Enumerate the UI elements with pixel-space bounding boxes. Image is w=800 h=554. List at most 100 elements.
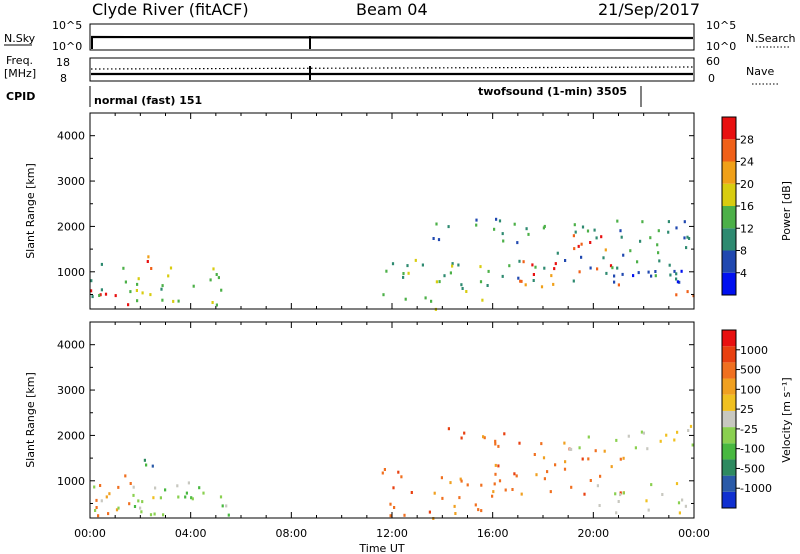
power-cell	[657, 229, 660, 233]
velocity-cell	[460, 479, 463, 483]
velocity-cell	[393, 506, 396, 509]
power-cell	[573, 223, 576, 227]
velocity-colorbar-swatch	[722, 362, 736, 379]
velocity-cell	[159, 496, 162, 500]
velocity-cell	[154, 486, 157, 490]
nsky-panel	[89, 23, 695, 51]
power-cell	[501, 274, 504, 278]
power-cell	[654, 274, 657, 278]
freq-unit-label: [MHz]	[4, 67, 36, 80]
power-cell	[572, 279, 575, 283]
velocity-cell	[570, 447, 573, 451]
power-cell	[688, 237, 691, 240]
velocity-cell	[659, 439, 662, 443]
velocity-cell	[190, 496, 193, 500]
velocity-cell	[494, 463, 497, 467]
power-cell	[675, 293, 678, 297]
power-cell	[479, 280, 483, 284]
power-cell	[678, 280, 681, 284]
time-tick-label: 00:00	[74, 527, 106, 540]
power-cell	[513, 222, 516, 226]
velocity-cell	[520, 492, 523, 496]
power-cell	[683, 220, 686, 224]
power-cell	[486, 284, 489, 287]
velocity-cell	[132, 485, 135, 489]
velocity-colorbar-tick: 25	[740, 403, 754, 416]
power-cell	[407, 271, 410, 275]
velocity-cell	[535, 473, 538, 477]
velocity-cell	[93, 485, 96, 489]
velocity-cell	[95, 506, 98, 509]
power-cell	[460, 283, 463, 287]
velocity-colorbar-tick: 500	[740, 364, 761, 377]
velocity-cell	[549, 490, 552, 494]
power-cell	[604, 248, 607, 252]
power-cell	[457, 263, 460, 267]
velocity-cell	[141, 500, 144, 504]
power-cell	[531, 263, 534, 267]
velocity-colorbar-swatch	[722, 491, 736, 508]
power-cell	[550, 274, 553, 278]
power-cell	[578, 270, 581, 274]
power-cell	[402, 275, 405, 279]
power-cell	[589, 266, 592, 270]
velocity-cell	[145, 463, 148, 467]
velocity-cell	[100, 499, 103, 503]
velocity-cell	[542, 456, 546, 460]
power-cell	[402, 272, 405, 275]
power-cell	[596, 267, 599, 271]
velocity-cell	[533, 453, 536, 456]
power-cell	[517, 276, 520, 280]
time-tick-label: 20:00	[577, 527, 609, 540]
power-cell	[621, 272, 624, 276]
power-cell	[680, 269, 683, 273]
power-cell	[534, 265, 537, 269]
velocity-cell	[493, 482, 496, 486]
velocity-cell	[151, 464, 154, 468]
velocity-colorbar-tick: -100	[740, 443, 765, 456]
power-cell	[527, 232, 530, 236]
power-cell	[147, 255, 150, 259]
velocity-cell	[503, 432, 506, 436]
velocity-cell	[619, 491, 622, 495]
power-cell	[572, 234, 575, 238]
velocity-colorbar-swatch	[722, 394, 736, 411]
power-cell	[554, 262, 557, 266]
velocity-cell	[133, 505, 137, 508]
power-cell	[675, 226, 678, 230]
power-cell	[617, 283, 620, 287]
power-cell	[487, 269, 490, 273]
power-cell	[90, 279, 93, 283]
velocity-cell	[619, 457, 622, 461]
power-cell	[595, 236, 598, 240]
power-cell	[685, 246, 688, 250]
nave-tick-top: 60	[706, 55, 720, 68]
velocity-cell	[143, 458, 146, 462]
velocity-cell	[554, 463, 557, 467]
velocity-colorbar-swatch	[722, 443, 736, 460]
power-cell	[683, 236, 686, 240]
power-cell	[580, 255, 583, 259]
power-cell	[447, 225, 450, 229]
velocity-cell	[622, 491, 625, 495]
power-cell	[657, 251, 660, 255]
time-axis: 00:00 04:00 08:00 12:00 16:00 20:00 00:00	[74, 527, 710, 540]
power-cell	[658, 259, 661, 263]
velocity-cell	[497, 464, 500, 468]
power-cell	[161, 284, 164, 288]
velocity-cell	[198, 486, 201, 490]
velocity-cell	[99, 484, 102, 487]
power-cell	[192, 284, 195, 288]
velocity-cell	[97, 514, 100, 518]
power-cell	[461, 287, 464, 290]
power-cell	[581, 225, 585, 229]
velocity-cell	[389, 502, 392, 506]
velocity-cell	[463, 431, 466, 435]
velocity-cell	[219, 495, 223, 499]
velocity-cell	[675, 482, 679, 486]
velocity-cell	[460, 436, 463, 440]
power-cell	[540, 285, 544, 289]
power-cell	[114, 294, 117, 298]
velocity-cell	[95, 498, 98, 502]
power-ytick-label: 1000	[57, 266, 85, 279]
